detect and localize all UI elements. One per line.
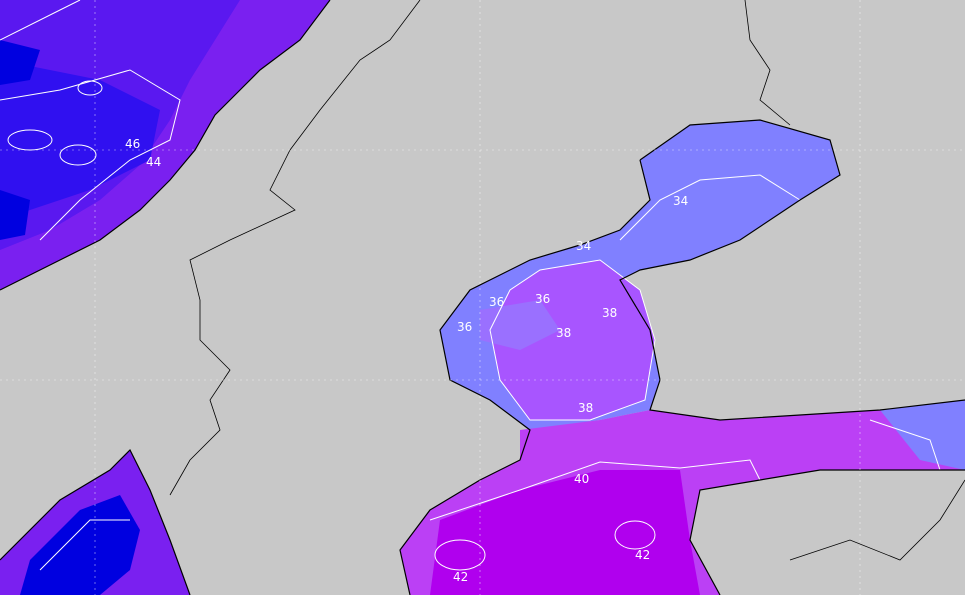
contour-label: 36	[457, 320, 472, 334]
contour-labels: 46 44 34 34 36 36 36 38 38 38 40 42 42	[125, 137, 688, 584]
contour-label: 46	[125, 137, 140, 151]
contour-label: 42	[635, 548, 650, 562]
contour-label: 38	[602, 306, 617, 320]
gulf-of-bothnia	[440, 120, 840, 430]
baltic-sea	[400, 400, 965, 595]
contour-label: 34	[673, 194, 688, 208]
contour-label: 40	[574, 472, 589, 486]
contour-label: 36	[489, 295, 504, 309]
contour-label: 42	[453, 570, 468, 584]
contour-label: 38	[578, 401, 593, 415]
contour-label: 38	[556, 326, 571, 340]
contour-label: 36	[535, 292, 550, 306]
contour-label: 44	[146, 155, 161, 169]
norwegian-sea	[0, 0, 330, 290]
contour-label: 34	[576, 239, 591, 253]
